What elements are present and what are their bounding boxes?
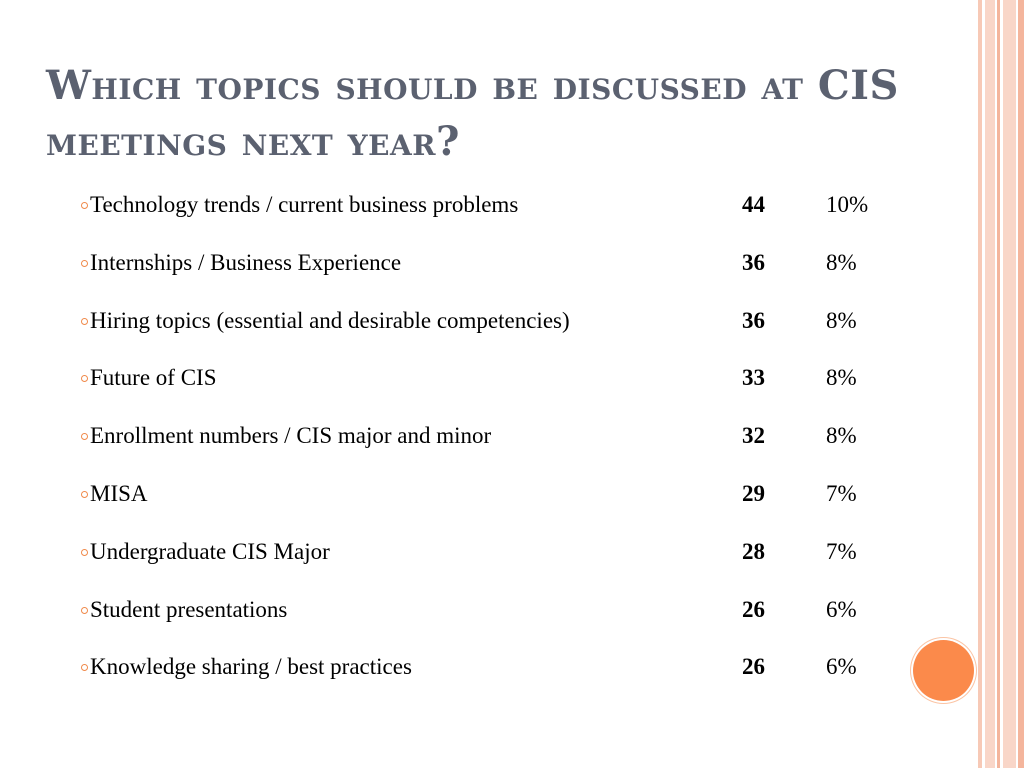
topic-label: Technology trends / current business pro… bbox=[90, 192, 519, 217]
bullet-icon bbox=[81, 259, 88, 267]
topic-percent: 6% bbox=[826, 596, 857, 622]
bullet-icon bbox=[81, 490, 88, 498]
topic-row: Undergraduate CIS Major 28 7% bbox=[78, 535, 938, 593]
topic-percent: 8% bbox=[826, 423, 857, 449]
topic-row: Hiring topics (essential and desirable c… bbox=[78, 304, 938, 362]
topic-row: Enrollment numbers / CIS major and minor… bbox=[78, 419, 938, 477]
topic-percent: 8% bbox=[826, 307, 857, 333]
topic-row: Student presentations 26 6% bbox=[78, 593, 938, 651]
topic-row: Knowledge sharing / best practices 26 6% bbox=[78, 650, 938, 708]
topic-label: Future of CIS bbox=[90, 365, 217, 391]
bullet-icon bbox=[81, 202, 88, 209]
topic-label: Student presentations bbox=[90, 596, 288, 622]
decorative-stripe bbox=[1003, 0, 1016, 768]
decorative-stripe bbox=[997, 0, 1000, 768]
decorative-stripe bbox=[1018, 0, 1024, 768]
bullet-icon bbox=[81, 317, 88, 325]
topic-percent: 7% bbox=[826, 480, 857, 506]
decorative-circle bbox=[913, 640, 974, 701]
topic-count: 33 bbox=[742, 365, 765, 391]
decorative-stripe bbox=[985, 0, 995, 768]
topic-percent: 6% bbox=[826, 654, 857, 680]
topic-label: Hiring topics (essential and desirable c… bbox=[90, 307, 570, 333]
topic-label: Internships / Business Experience bbox=[90, 249, 402, 275]
bullet-icon bbox=[81, 433, 88, 441]
slide-title: Which topics should be discussed at CIS … bbox=[46, 62, 899, 165]
topic-percent: 8% bbox=[826, 365, 857, 391]
topic-count: 29 bbox=[742, 480, 765, 506]
topic-percent: 8% bbox=[826, 249, 857, 275]
topic-row: MISA 29 7% bbox=[78, 477, 938, 535]
topic-percent: 10% bbox=[826, 192, 869, 217]
topic-percent: 7% bbox=[826, 538, 857, 564]
topic-row: Internships / Business Experience 36 8% bbox=[78, 246, 938, 304]
topic-count: 32 bbox=[742, 423, 765, 449]
topic-label: Enrollment numbers / CIS major and minor bbox=[90, 423, 492, 449]
topic-count: 36 bbox=[742, 249, 765, 275]
bullet-icon bbox=[81, 375, 88, 383]
topic-label: Undergraduate CIS Major bbox=[90, 538, 330, 564]
topic-row: Technology trends / current business pro… bbox=[78, 188, 938, 246]
topic-count: 36 bbox=[742, 307, 765, 333]
topic-count: 44 bbox=[742, 192, 765, 217]
topic-count: 26 bbox=[742, 596, 765, 622]
topic-label: Knowledge sharing / best practices bbox=[90, 654, 412, 680]
topic-list: Technology trends / current business pro… bbox=[78, 188, 938, 708]
bullet-icon bbox=[81, 664, 88, 672]
bullet-icon bbox=[81, 606, 88, 614]
decorative-stripe bbox=[978, 0, 982, 768]
topic-row: Future of CIS 33 8% bbox=[78, 361, 938, 419]
topic-count: 28 bbox=[742, 538, 765, 564]
topic-count: 26 bbox=[742, 654, 765, 680]
topic-label: MISA bbox=[90, 480, 148, 506]
bullet-icon bbox=[81, 548, 88, 556]
